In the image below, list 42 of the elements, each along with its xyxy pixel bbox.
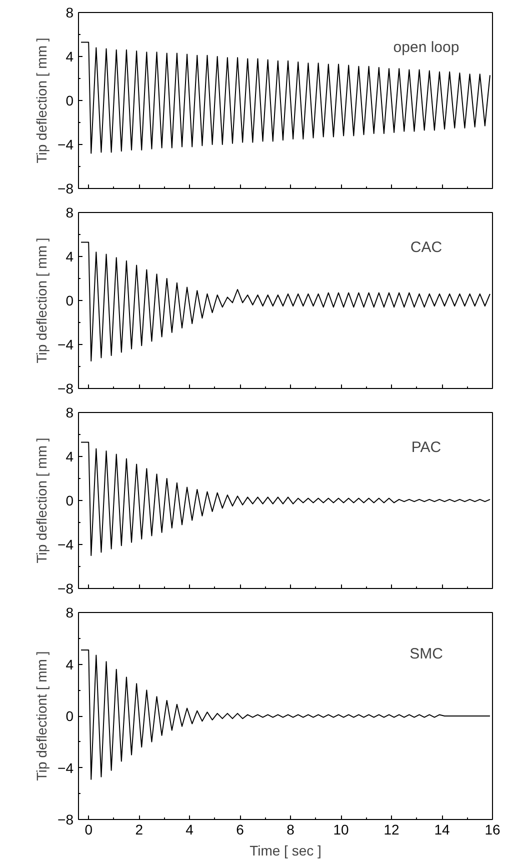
line-series <box>80 650 490 780</box>
x-axis-title: Time [ sec ] <box>250 842 322 858</box>
annotation: PAC <box>411 439 442 456</box>
y-tick-label: 0 <box>66 292 74 308</box>
x-tick-label: 8 <box>286 822 295 838</box>
annotation: open loop <box>393 39 460 56</box>
y-tick-label: −4 <box>58 136 74 152</box>
y-tick-label: 8 <box>66 404 74 420</box>
y-tick-label: −4 <box>58 336 74 352</box>
x-tick-label: 2 <box>135 822 144 838</box>
y-tick-label: 0 <box>66 708 74 724</box>
line-series <box>80 442 490 556</box>
y-axis-title: Tip deflection [ mm ] <box>34 38 50 164</box>
y-tick-label: 0 <box>66 492 74 508</box>
y-tick-label: 4 <box>66 48 74 64</box>
y-tick-label: −8 <box>58 180 74 196</box>
line-series <box>80 42 490 154</box>
line-series <box>80 242 490 362</box>
y-tick-label: −4 <box>58 536 74 552</box>
y-axis-title: Tip deflection [ mm ] <box>34 238 50 364</box>
y-axis-title: Tip deflectiont [ mm ] <box>34 651 50 781</box>
y-tick-label: 8 <box>66 4 74 20</box>
x-tick-label: 10 <box>333 822 350 838</box>
y-tick-label: −8 <box>58 580 74 596</box>
y-tick-label: 8 <box>66 604 74 620</box>
y-tick-label: 4 <box>66 448 74 464</box>
x-tick-label: 6 <box>236 822 244 838</box>
x-tick-label: 16 <box>484 822 500 838</box>
x-tick-label: 14 <box>434 822 450 838</box>
annotation: SMC <box>410 645 444 662</box>
y-tick-label: −4 <box>58 760 74 776</box>
y-tick-label: −8 <box>58 380 74 396</box>
y-tick-label: 0 <box>66 92 74 108</box>
x-tick-label: 0 <box>84 822 93 838</box>
x-tick-label: 12 <box>384 822 400 838</box>
x-tick-label: 4 <box>186 822 194 838</box>
y-axis-title: Tip deflection [ mm ] <box>34 438 50 564</box>
y-tick-label: 8 <box>66 204 74 220</box>
y-tick-label: −8 <box>58 812 74 828</box>
annotation: CAC <box>410 239 442 256</box>
y-tick-label: 4 <box>66 656 74 672</box>
y-tick-label: 4 <box>66 248 74 264</box>
